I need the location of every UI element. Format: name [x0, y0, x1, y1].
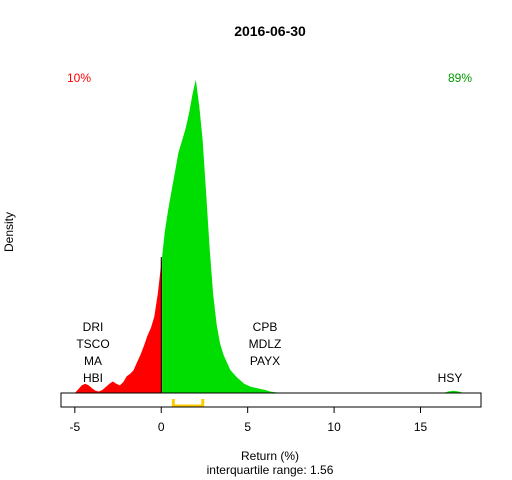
x-tick-label: 0: [158, 420, 165, 434]
outlier-return-area: [442, 390, 464, 393]
chart-title: 2016-06-30: [234, 23, 306, 39]
iqr-bracket: [171, 399, 205, 408]
positive-return-area: [162, 79, 283, 393]
ticker-label-dri: DRI: [83, 320, 104, 334]
x-axis: -5 0 5 10 15: [69, 406, 428, 434]
density-areas: [74, 79, 464, 393]
x-tick-label: 10: [327, 420, 341, 434]
ticker-label-cpb: CPB: [253, 320, 278, 334]
ticker-label-payx: PAYX: [250, 354, 280, 368]
x-tick-label: 15: [414, 420, 428, 434]
iqr-bracket-line: [171, 399, 205, 408]
ticker-label-hsy: HSY: [438, 371, 463, 385]
ticker-label-tsco: TSCO: [76, 337, 109, 351]
iqr-subtitle: interquartile range: 1.56: [207, 463, 334, 477]
ticker-label-mdlz: MDLZ: [249, 337, 282, 351]
y-axis-label: Density: [2, 212, 16, 252]
ticker-label-hbi: HBI: [83, 371, 103, 385]
pct-below-zero-label: 10%: [67, 71, 91, 85]
plot-frame: [60, 392, 482, 408]
x-tick-label: 5: [244, 420, 251, 434]
x-axis-label: Return (%): [241, 449, 299, 463]
x-tick-label: -5: [69, 420, 80, 434]
ticker-annotations: DRI TSCO MA HBI CPB MDLZ PAYX HSY: [76, 320, 462, 385]
pct-above-zero-label: 89%: [448, 71, 472, 85]
negative-return-area: [74, 257, 163, 393]
ticker-label-ma: MA: [84, 354, 102, 368]
